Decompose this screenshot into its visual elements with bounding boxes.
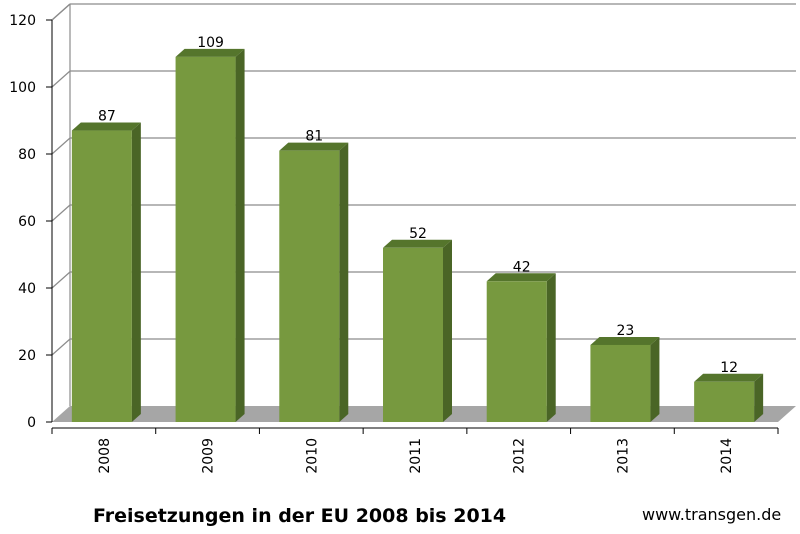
bar-top: [71, 122, 141, 131]
y-axis: 0 20 40 60 80 100 120: [9, 13, 53, 431]
bar-front: [383, 247, 443, 422]
x-tick-label: 2013: [615, 438, 631, 474]
y-tick-label: 0: [27, 415, 36, 431]
gridline-side: [51, 137, 71, 155]
y-tick-label: 80: [18, 147, 36, 163]
bar-side: [546, 273, 556, 422]
bar-front: [694, 381, 755, 422]
bar-value-label: 42: [513, 259, 531, 275]
bar-front: [279, 150, 340, 422]
bar-value-label: 23: [617, 323, 635, 339]
y-tick-label: 60: [18, 214, 36, 230]
bar: [279, 142, 349, 422]
x-tick-label: 2010: [304, 438, 320, 474]
gridline-side: [51, 204, 71, 222]
bar: [486, 273, 556, 422]
bar: [694, 373, 764, 422]
x-tick-label: 2014: [719, 438, 735, 474]
bars: 87 109 81 52 42 23 12: [71, 35, 764, 423]
bar-top: [694, 373, 764, 382]
x-tick-label: 2011: [408, 438, 424, 474]
bar-side: [443, 239, 452, 422]
y-tick-label: 120: [9, 13, 36, 29]
bar: [590, 336, 660, 422]
bar-value-label: 87: [98, 109, 116, 125]
x-tick-label: 2012: [512, 438, 528, 474]
bar-side: [235, 48, 245, 422]
y-tick-label: 100: [9, 80, 36, 96]
bar-front: [175, 56, 236, 422]
bar-front: [71, 130, 132, 423]
y-tick-label: 20: [18, 348, 36, 364]
bar-top: [486, 273, 556, 282]
x-axis: 2008 2009 2010 2011 2012 2013 2014: [51, 427, 779, 474]
top-edge: [51, 3, 71, 21]
bar-side: [650, 336, 660, 422]
bar-side: [754, 373, 764, 422]
bar-front: [590, 344, 651, 422]
x-tick-label: 2009: [201, 438, 217, 474]
bar-top: [175, 48, 245, 57]
bar: [175, 48, 245, 422]
x-tick-label: 2008: [97, 438, 113, 474]
bar-front: [486, 281, 547, 422]
gridline-side: [51, 271, 71, 289]
bar: [71, 122, 141, 423]
bar-value-label: 81: [305, 129, 323, 145]
bar-top: [279, 142, 349, 151]
bar-top: [590, 336, 660, 345]
gridline-side: [51, 70, 71, 88]
bar-value-label: 52: [409, 226, 427, 242]
bar-side: [339, 142, 349, 422]
gridline-side: [51, 338, 71, 356]
y-tick-label: 40: [18, 281, 36, 297]
bar-value-label: 109: [197, 35, 224, 51]
bar: [383, 239, 452, 422]
source-credit: www.transgen.de: [642, 505, 782, 524]
bar-value-label: 12: [720, 360, 738, 376]
chart-title: Freisetzungen in der EU 2008 bis 2014: [93, 505, 507, 527]
bar-top: [383, 239, 452, 248]
bar-side: [131, 122, 141, 423]
